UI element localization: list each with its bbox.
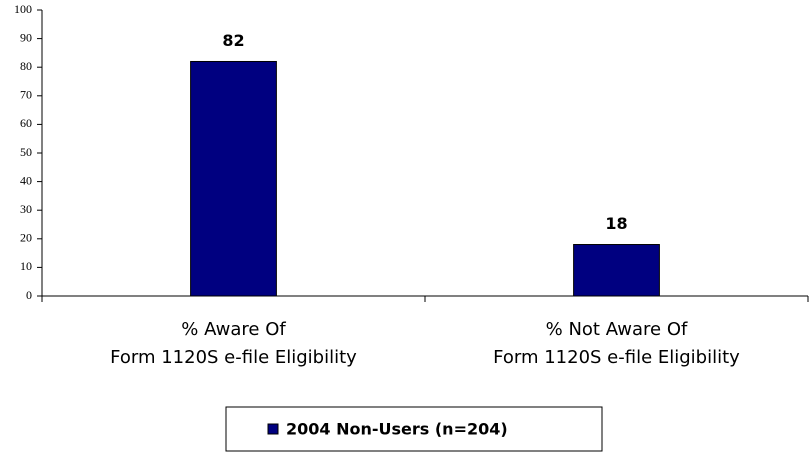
y-tick-label: 30	[20, 202, 32, 216]
data-label: 82	[222, 31, 244, 50]
y-tick-label: 90	[20, 30, 32, 44]
y-tick-label: 40	[20, 173, 32, 187]
x-tick-label: % Aware Of Form 1120S e-file Eligibility	[110, 319, 357, 368]
y-tick-label: 70	[20, 88, 32, 102]
y-tick-label: 100	[14, 2, 32, 16]
y-tick-label: 50	[20, 145, 32, 159]
y-tick-label: 20	[20, 231, 32, 245]
bar	[190, 60, 277, 297]
x-tick-label-line: Form 1120S e-file Eligibility	[110, 347, 357, 368]
x-tick-label-line: % Aware Of	[181, 319, 286, 340]
x-tick-label-line: % Not Aware Of	[546, 319, 688, 340]
y-tick-label: 0	[26, 288, 32, 302]
legend-swatch	[267, 423, 279, 435]
x-tick-label: % Not Aware Of Form 1120S e-file Eligibil…	[493, 319, 740, 368]
legend-label: 2004 Non-Users (n=204)	[286, 420, 508, 439]
y-tick-label: 60	[20, 116, 32, 130]
bar	[573, 244, 660, 297]
legend-box	[225, 406, 603, 452]
x-tick-label-line: Form 1120S e-file Eligibility	[493, 347, 740, 368]
data-label: 18	[605, 214, 627, 233]
y-tick-label: 10	[20, 259, 32, 273]
y-tick-label: 80	[20, 59, 32, 73]
